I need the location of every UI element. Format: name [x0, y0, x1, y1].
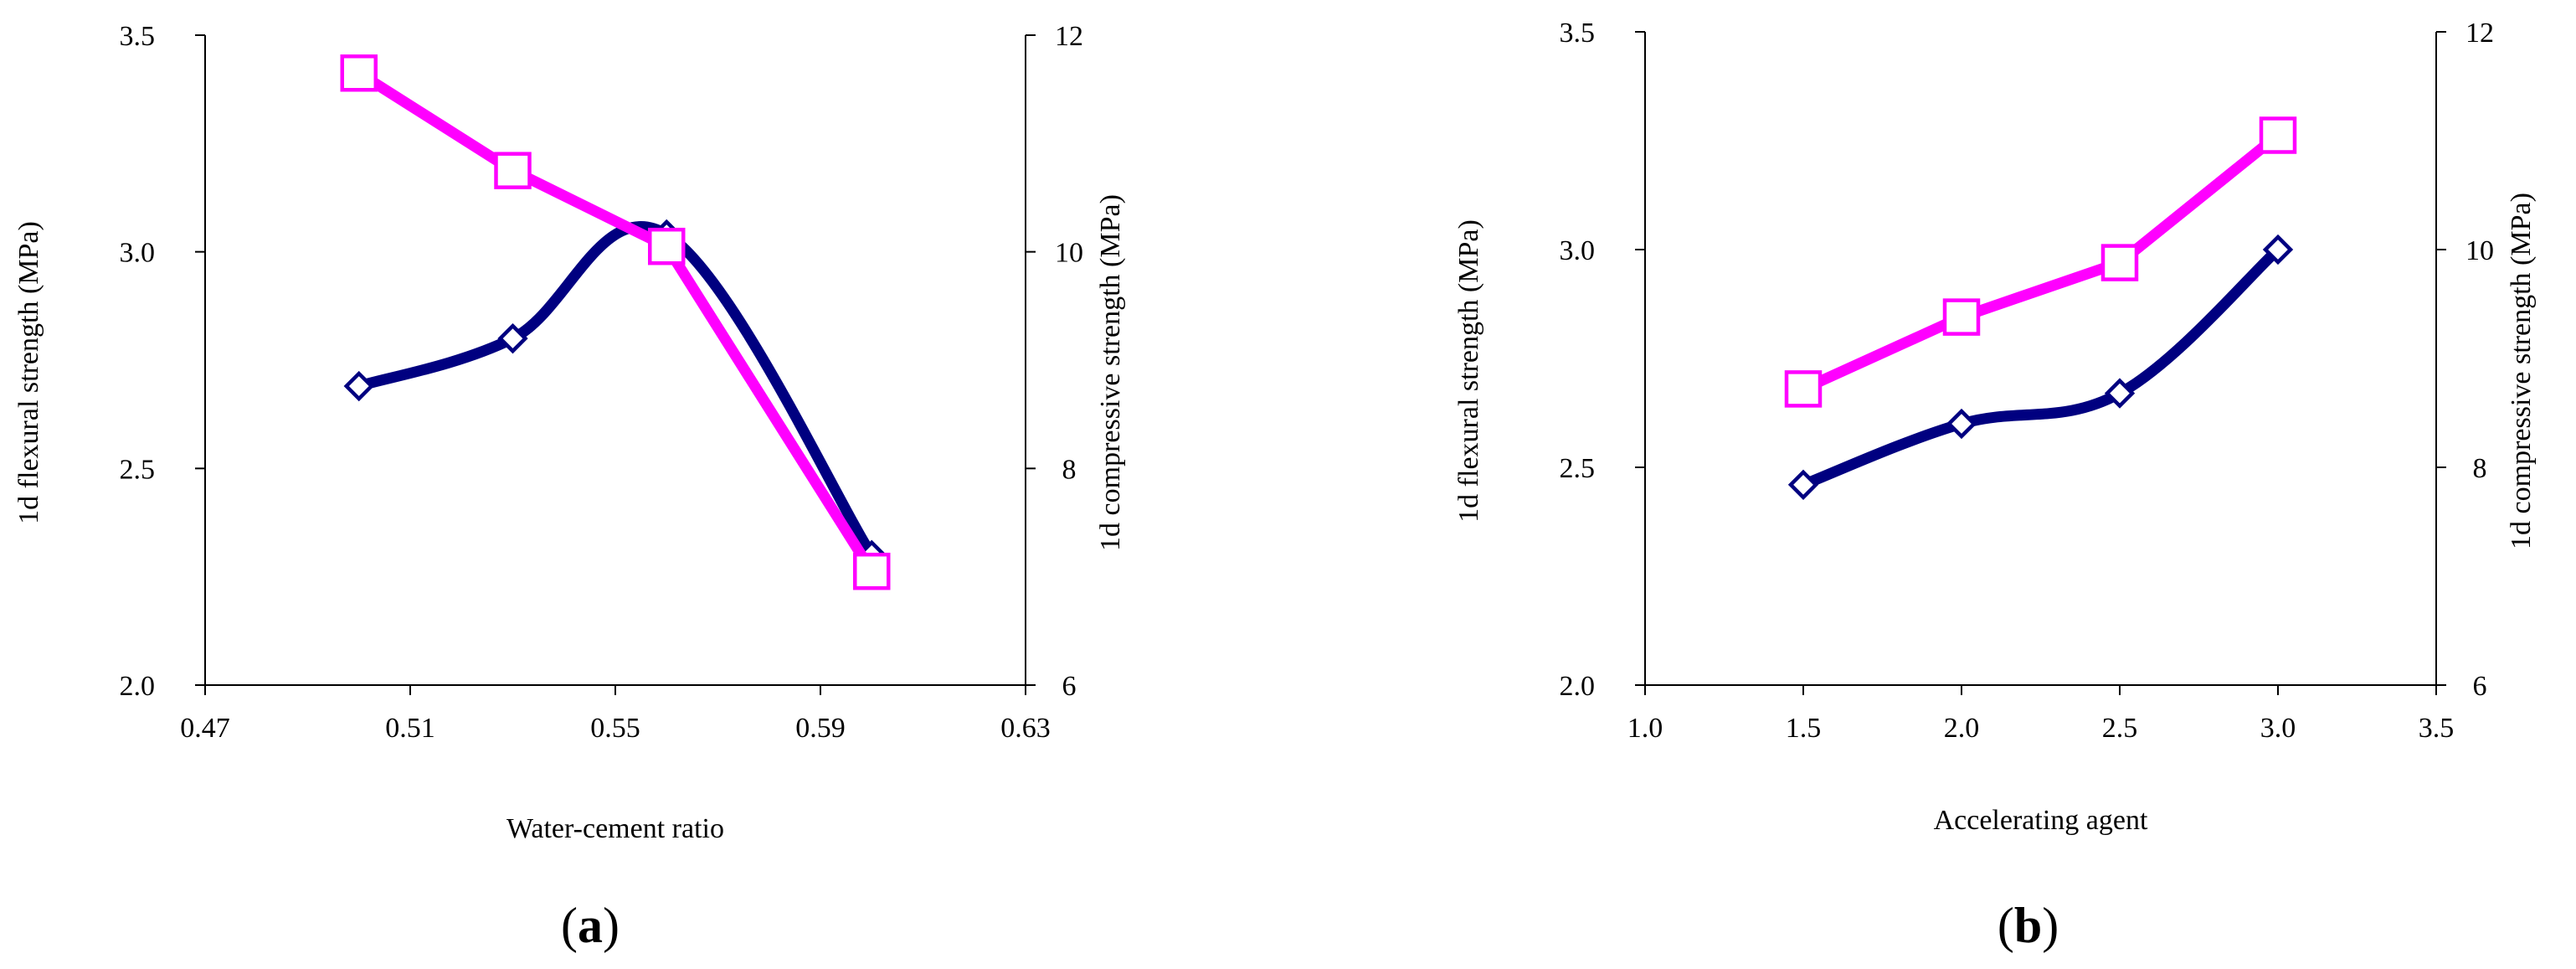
y-right-tick-label: 6 — [2473, 671, 2487, 702]
compressive-data-point — [1784, 370, 1823, 408]
compressive-data-point — [340, 54, 378, 92]
y-axis-right-label: 1d compressive strength (MPa) — [2506, 193, 2537, 549]
panel-letter: b — [2014, 898, 2042, 953]
x-tick-label: 0.63 — [1000, 713, 1051, 744]
y-right-tick-label: 12 — [2465, 18, 2494, 49]
y-left-tick-label: 2.5 — [1560, 453, 1596, 484]
compressive-strength-line — [1797, 130, 2284, 394]
y-axis-right-label: 1d compressive strength (MPa) — [1095, 194, 1126, 551]
y-axis-left-label: 1d flexural strength (MPa) — [13, 221, 44, 524]
flexural-data-point — [1946, 408, 1977, 440]
chart-panel-b: 1.0 1.5 2.0 2.5 3.0 3.5 2.0 2.5 3.0 3.5 6 8 10 12 Acce… — [1453, 18, 2537, 953]
y-left-tick-label: 3.0 — [1560, 235, 1596, 266]
x-tick-label: 0.47 — [180, 713, 230, 744]
x-axis-label: Water-cement ratio — [506, 813, 724, 844]
y-right-tick-label: 10 — [2465, 235, 2494, 266]
y-axis-left-label: 1d flexural strength (MPa) — [1453, 219, 1484, 523]
compressive-data-point — [2259, 116, 2297, 154]
y-left-tick-label: 3.5 — [1560, 18, 1596, 49]
y-right-tick-label: 8 — [1062, 454, 1077, 485]
x-axis-label: Accelerating agent — [1934, 805, 2148, 836]
flexural-strength-line — [353, 221, 877, 561]
x-tick-label: 0.59 — [795, 713, 846, 744]
compressive-data-point — [853, 552, 891, 590]
panel-label: (a) — [561, 898, 620, 953]
x-tick-label: 2.0 — [1944, 713, 1980, 744]
compressive-data-point — [1942, 298, 1981, 336]
panel-letter: a — [578, 898, 603, 953]
flexural-data-point — [1787, 469, 1819, 500]
panel-label: (b) — [1998, 898, 2059, 953]
y-left-tick-label: 3.5 — [120, 21, 156, 52]
compressive-strength-line — [353, 67, 877, 577]
x-tick-label: 3.0 — [2260, 713, 2296, 744]
compressive-data-point — [494, 152, 532, 189]
compressive-data-point — [2100, 244, 2139, 281]
flexural-data-point — [497, 322, 528, 354]
flexural-data-point — [343, 370, 374, 402]
y-left-tick-label: 2.5 — [120, 454, 156, 485]
compressive-data-point — [648, 227, 686, 265]
x-tick-label: 0.51 — [385, 713, 435, 744]
x-tick-label: 2.5 — [2102, 713, 2138, 744]
y-right-tick-label: 6 — [1062, 671, 1077, 702]
y-left-tick-label: 2.0 — [120, 671, 156, 702]
x-tick-label: 0.55 — [590, 713, 640, 744]
chart-panel-a: 0.47 0.51 0.55 0.59 0.63 2.0 2.5 3.0 3.5 6 8 10 12 Wa… — [13, 21, 1126, 953]
flexural-strength-line — [1797, 244, 2284, 491]
y-left-tick-label: 3.0 — [120, 238, 156, 269]
flexural-data-point — [2104, 378, 2136, 409]
x-tick-label: 1.0 — [1627, 713, 1663, 744]
flexural-data-point — [2262, 234, 2294, 265]
x-tick-label: 3.5 — [2419, 713, 2455, 744]
y-right-tick-label: 8 — [2473, 453, 2487, 484]
y-left-tick-label: 2.0 — [1560, 671, 1596, 702]
y-right-tick-label: 12 — [1055, 21, 1083, 52]
x-tick-label: 1.5 — [1786, 713, 1822, 744]
y-right-tick-label: 10 — [1055, 238, 1083, 269]
